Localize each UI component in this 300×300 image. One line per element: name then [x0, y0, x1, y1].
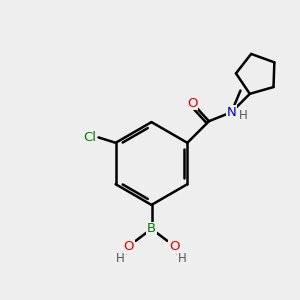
Text: H: H [116, 251, 125, 265]
Text: Cl: Cl [84, 131, 97, 144]
Text: N: N [226, 106, 236, 119]
Text: B: B [147, 222, 156, 236]
Text: H: H [238, 109, 247, 122]
Text: O: O [187, 97, 198, 110]
Text: O: O [169, 240, 179, 254]
Text: H: H [178, 251, 187, 265]
Text: O: O [124, 240, 134, 254]
